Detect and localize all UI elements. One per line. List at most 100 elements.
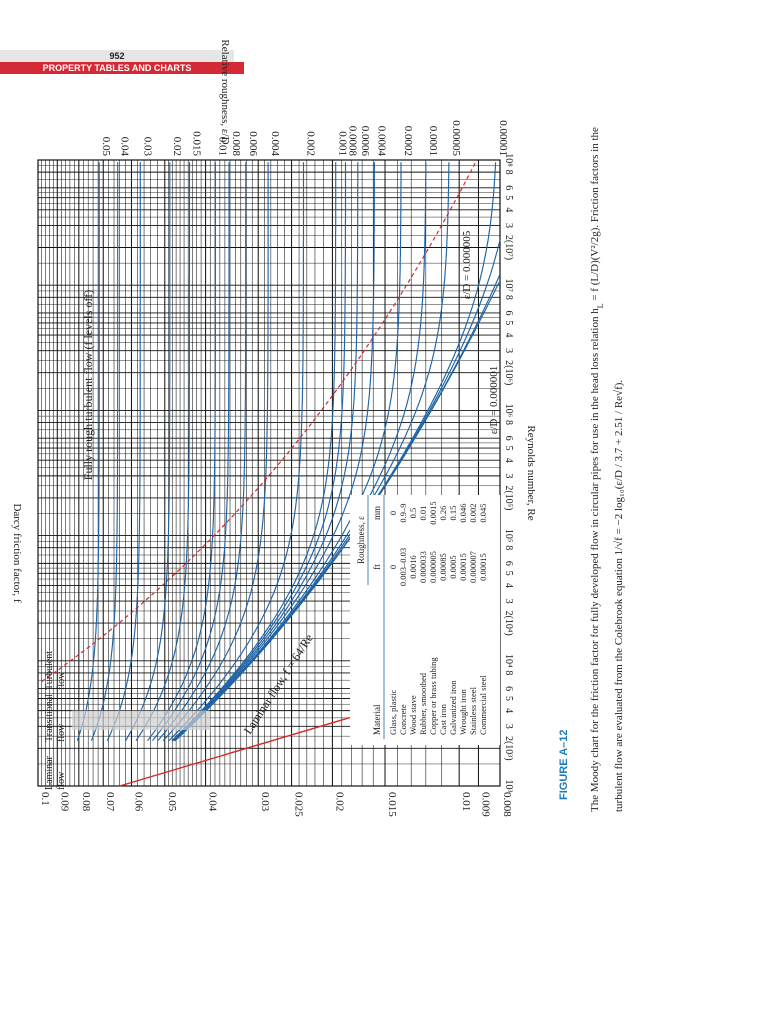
roughness-label: 0.004: [269, 131, 281, 156]
regime-laminar-label: Laminar: [44, 755, 55, 790]
re-tick-label: 3: [503, 599, 514, 604]
roughness-table-cell: 0.046: [458, 503, 468, 522]
roughness-label: 0.006: [247, 131, 259, 156]
roughness-curve: [172, 162, 359, 742]
roughness-table-cell: Rubber, smoothed: [418, 672, 428, 735]
roughness-table-cell: 0.0015: [428, 501, 438, 524]
re-tick-label: 5: [503, 696, 514, 701]
re-tick-label: 3: [503, 724, 514, 729]
roughness-table-cell: 0.01: [418, 506, 428, 521]
roughness-table-cell: 0.000033: [418, 551, 428, 583]
roughness-curve: [106, 162, 141, 741]
re-tick-label: 8: [503, 295, 514, 300]
roughness-curve: [135, 162, 191, 742]
header-accent: [234, 62, 244, 74]
f-tick-label: 0.07: [104, 792, 116, 812]
roughness-curve: [147, 162, 216, 742]
roughness-label: 0.001: [337, 131, 349, 156]
regime-transitional-flow-label: flow: [56, 723, 67, 742]
eps-000001-annotation: ε/D = 0.000001: [488, 366, 500, 435]
roughness-table-cell: 0.000007: [468, 551, 478, 583]
roughness-table-group: Roughness, ε: [356, 516, 366, 564]
re-tick-label: 2(10⁷): [503, 235, 514, 260]
roughness-table-cell: 0: [388, 565, 398, 569]
roughness-label: 0.05: [100, 137, 112, 157]
roughness-table-col: Material: [372, 704, 382, 735]
roughness-label: 0.0008: [347, 126, 359, 157]
roughness-label: 0.002: [305, 131, 317, 156]
re-tick-label: 3: [503, 348, 514, 353]
f-tick-label: 0.09: [58, 792, 70, 812]
roughness-label: 0.008: [230, 131, 242, 156]
re-tick-label: 2(10⁶): [503, 360, 514, 385]
roughness-label: 0.02: [171, 137, 183, 156]
page-number: 952: [0, 50, 234, 62]
roughness-table-cell: Cast iron: [438, 703, 448, 735]
roughness-table-cell: 0.15: [448, 506, 458, 521]
roughness-label: 0.01: [216, 137, 228, 156]
roughness-table-cell: 0.002: [468, 503, 478, 522]
roughness-table-cell: Wood stave: [408, 695, 418, 735]
laminar-line: [119, 707, 381, 787]
roughness-table-cell: 0.045: [478, 503, 488, 522]
re-tick-label: 6: [503, 310, 514, 315]
re-tick-label: 5: [503, 446, 514, 451]
re-tick-label: 2(10⁵): [503, 485, 514, 510]
roughness-table-cell: Glass, plastic: [388, 689, 398, 735]
re-tick-label: 8: [503, 545, 514, 550]
roughness-curve: [125, 162, 171, 741]
f-tick-label: 0.05: [166, 792, 178, 812]
fully-rough-annotation: Fully rough turbulent flow (f levels off…: [81, 290, 95, 480]
roughness-curve: [173, 162, 375, 742]
roughness-curve: [90, 162, 119, 741]
figure-caption-line2: turbulent flow are evaluated from the Co…: [613, 380, 625, 812]
roughness-table-cell: 0.0016: [408, 555, 418, 578]
re-tick-label: 6: [503, 436, 514, 441]
roughness-table-cell: 0.000005: [428, 551, 438, 583]
f-tick-label: 0.06: [132, 792, 144, 812]
roughness-table-cell: 0.9–9: [398, 503, 408, 522]
roughness-table-cell: 0.00015: [478, 553, 488, 581]
figure-caption-line1: The Moody chart for the friction factor …: [589, 127, 605, 812]
roughness-table-col: mm: [372, 506, 382, 520]
roughness-label: 0.03: [141, 137, 153, 157]
roughness-table-cell: Wrought iron: [458, 689, 468, 735]
roughness-curve: [168, 162, 305, 742]
chart-curves: [41, 160, 501, 787]
caption-subscript: L: [596, 303, 605, 308]
f-tick-label: 0.025: [293, 792, 305, 817]
roughness-table-col: ft: [372, 564, 382, 570]
roughness-table-cell: 0.003–0.03: [398, 548, 408, 586]
re-tick-label: 10⁸: [503, 153, 514, 167]
re-tick-label: 4: [503, 207, 514, 212]
roughness-table-cell: 0: [388, 511, 398, 515]
re-tick-label: 10⁴: [503, 654, 514, 668]
roughness-table-cell: 0.26: [438, 506, 448, 521]
roughness-table-cell: Galvanized iron: [448, 680, 458, 735]
f-tick-label: 0.008: [501, 792, 513, 817]
re-tick-label: 3: [503, 223, 514, 228]
roughness-table-cell: 0.00085: [438, 553, 448, 581]
re-tick-label: 4: [503, 458, 514, 463]
re-tick-label: 6: [503, 185, 514, 190]
f-tick-label: 0.02: [333, 792, 345, 811]
regime-transitional-label: Transitional: [44, 694, 55, 742]
roughness-curve: [162, 162, 269, 742]
roughness-curve: [157, 162, 247, 742]
re-tick-label: 6: [503, 561, 514, 566]
re-tick-label: 8: [503, 670, 514, 675]
roughness-curve: [76, 162, 100, 741]
fully-rough-boundary: [41, 160, 477, 683]
roughness-table-cell: Concrete: [398, 704, 408, 735]
re-tick-label: 5: [503, 320, 514, 325]
re-tick-label: 3: [503, 473, 514, 478]
re-tick-label: 10⁵: [503, 529, 514, 543]
y-axis-title: Darcy friction factor, f: [11, 503, 23, 602]
roughness-label: 0.04: [119, 137, 131, 157]
roughness-label: 0.00001: [497, 120, 509, 156]
f-tick-label: 0.08: [80, 792, 92, 812]
roughness-table-bg: [350, 495, 500, 745]
figure-label: FIGURE A–12: [558, 729, 570, 800]
roughness-axis-title: Relative roughness, ε/D: [219, 39, 231, 144]
